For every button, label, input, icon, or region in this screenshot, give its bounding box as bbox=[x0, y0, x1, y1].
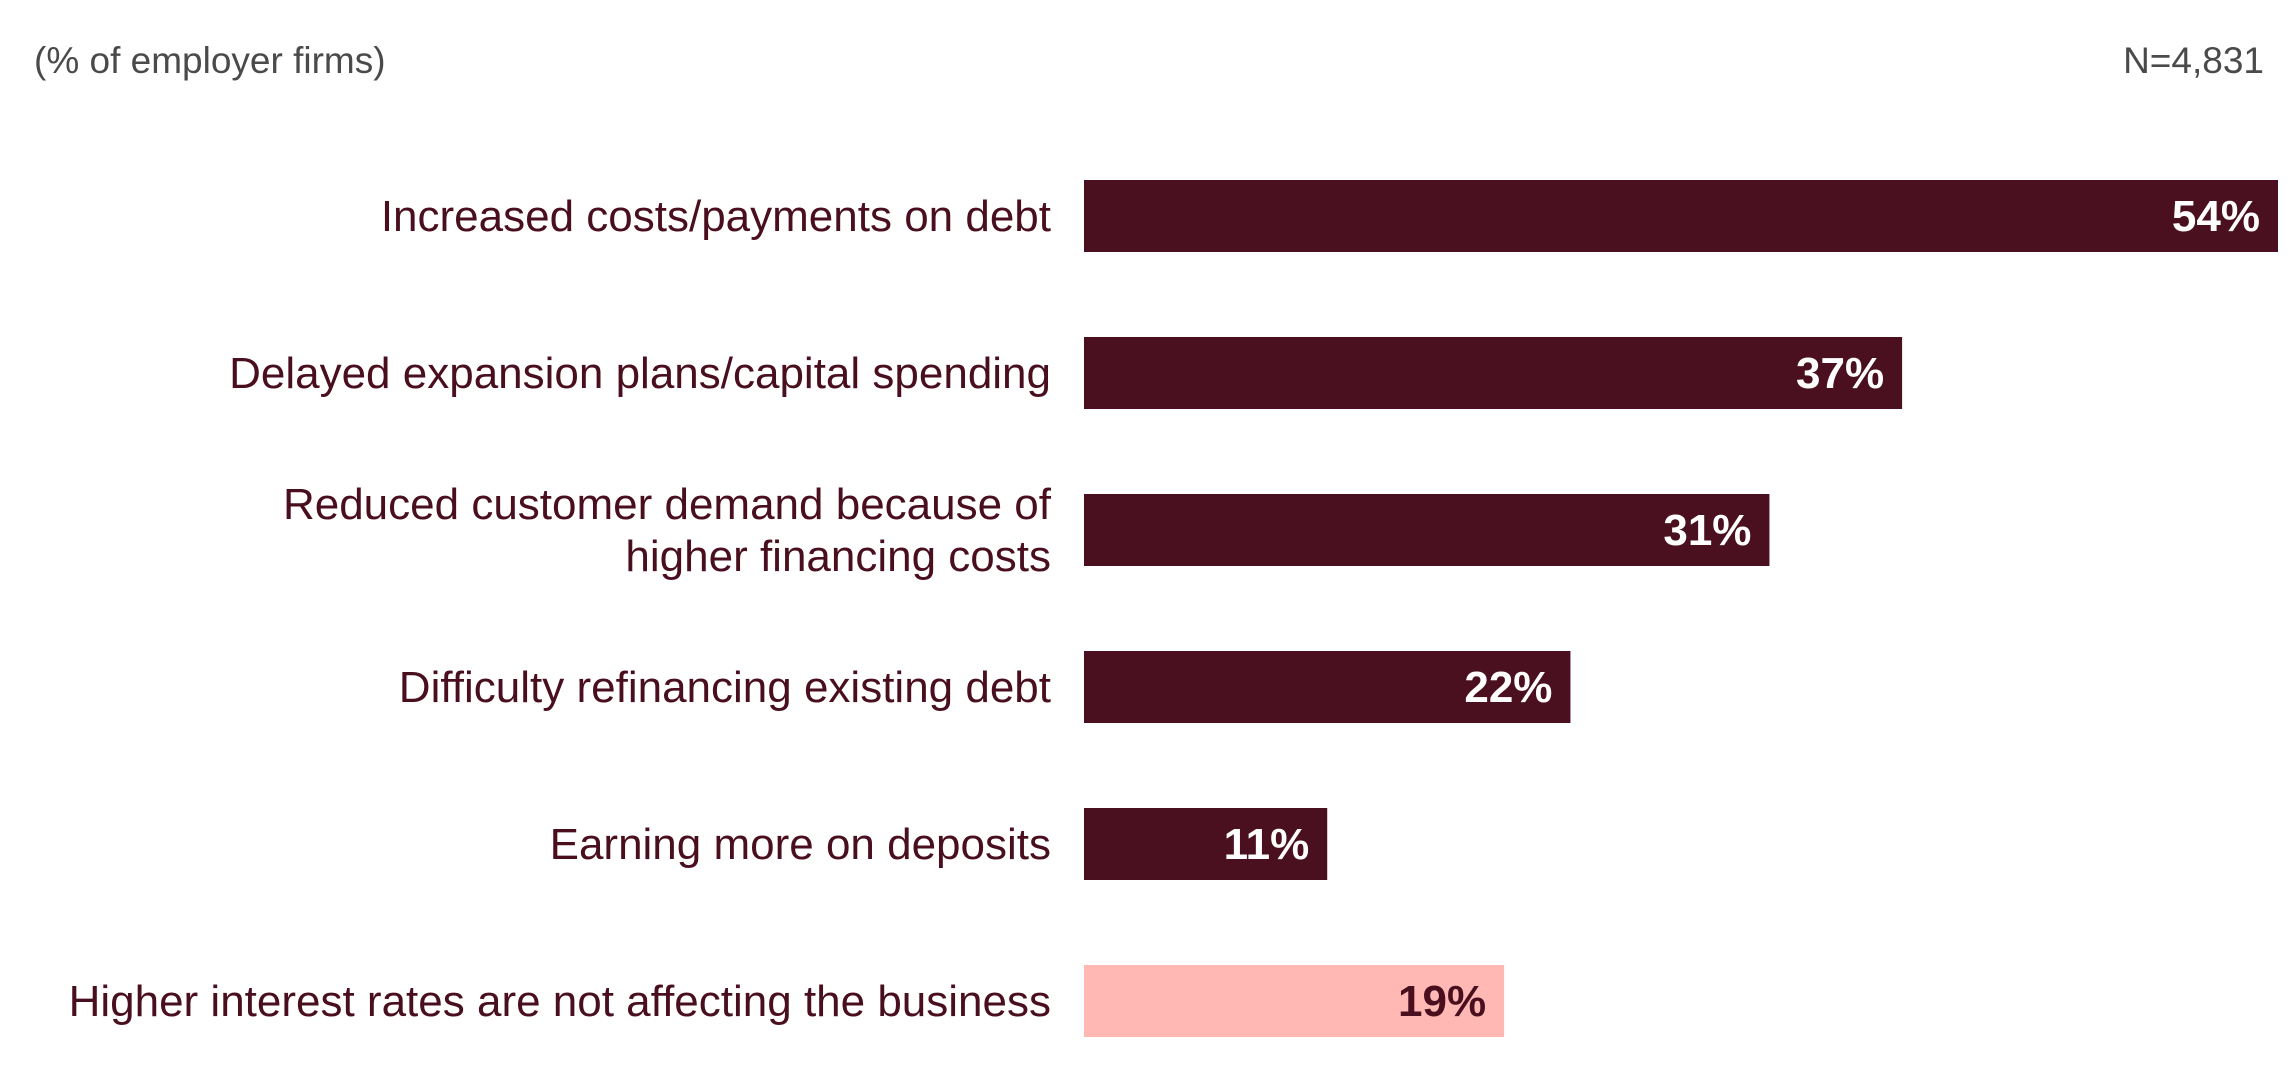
unit-note: (% of employer firms) bbox=[34, 40, 386, 81]
value-label-6: 19% bbox=[1398, 977, 1486, 1026]
category-label-1: Increased costs/payments on debt bbox=[381, 192, 1051, 241]
category-label-3-line-2: higher financing costs bbox=[625, 532, 1051, 581]
value-label-5: 11% bbox=[1224, 820, 1310, 869]
category-label-5: Earning more on deposits bbox=[550, 820, 1051, 869]
bar-4 bbox=[1084, 651, 1571, 723]
value-label-2: 37% bbox=[1796, 349, 1884, 398]
value-label-4: 22% bbox=[1464, 663, 1552, 712]
bar-1 bbox=[1084, 180, 2278, 252]
bar-6 bbox=[1084, 965, 1505, 1037]
bar-2 bbox=[1084, 337, 1903, 409]
bar-5 bbox=[1084, 808, 1328, 880]
category-label-6: Higher interest rates are not affecting … bbox=[69, 977, 1051, 1026]
bars-group: 54% Increased costs/payments on debt 37% De… bbox=[69, 180, 2278, 1037]
value-label-3: 31% bbox=[1663, 506, 1751, 555]
value-label-1: 54% bbox=[2172, 192, 2260, 241]
category-label-2: Delayed expansion plans/capital spending bbox=[229, 349, 1051, 398]
sample-size-note: N=4,831 bbox=[2123, 40, 2264, 81]
category-label-4: Difficulty refinancing existing debt bbox=[399, 663, 1051, 712]
category-label-3-line-1: Reduced customer demand because of bbox=[283, 480, 1052, 529]
bar-3 bbox=[1084, 494, 1770, 566]
